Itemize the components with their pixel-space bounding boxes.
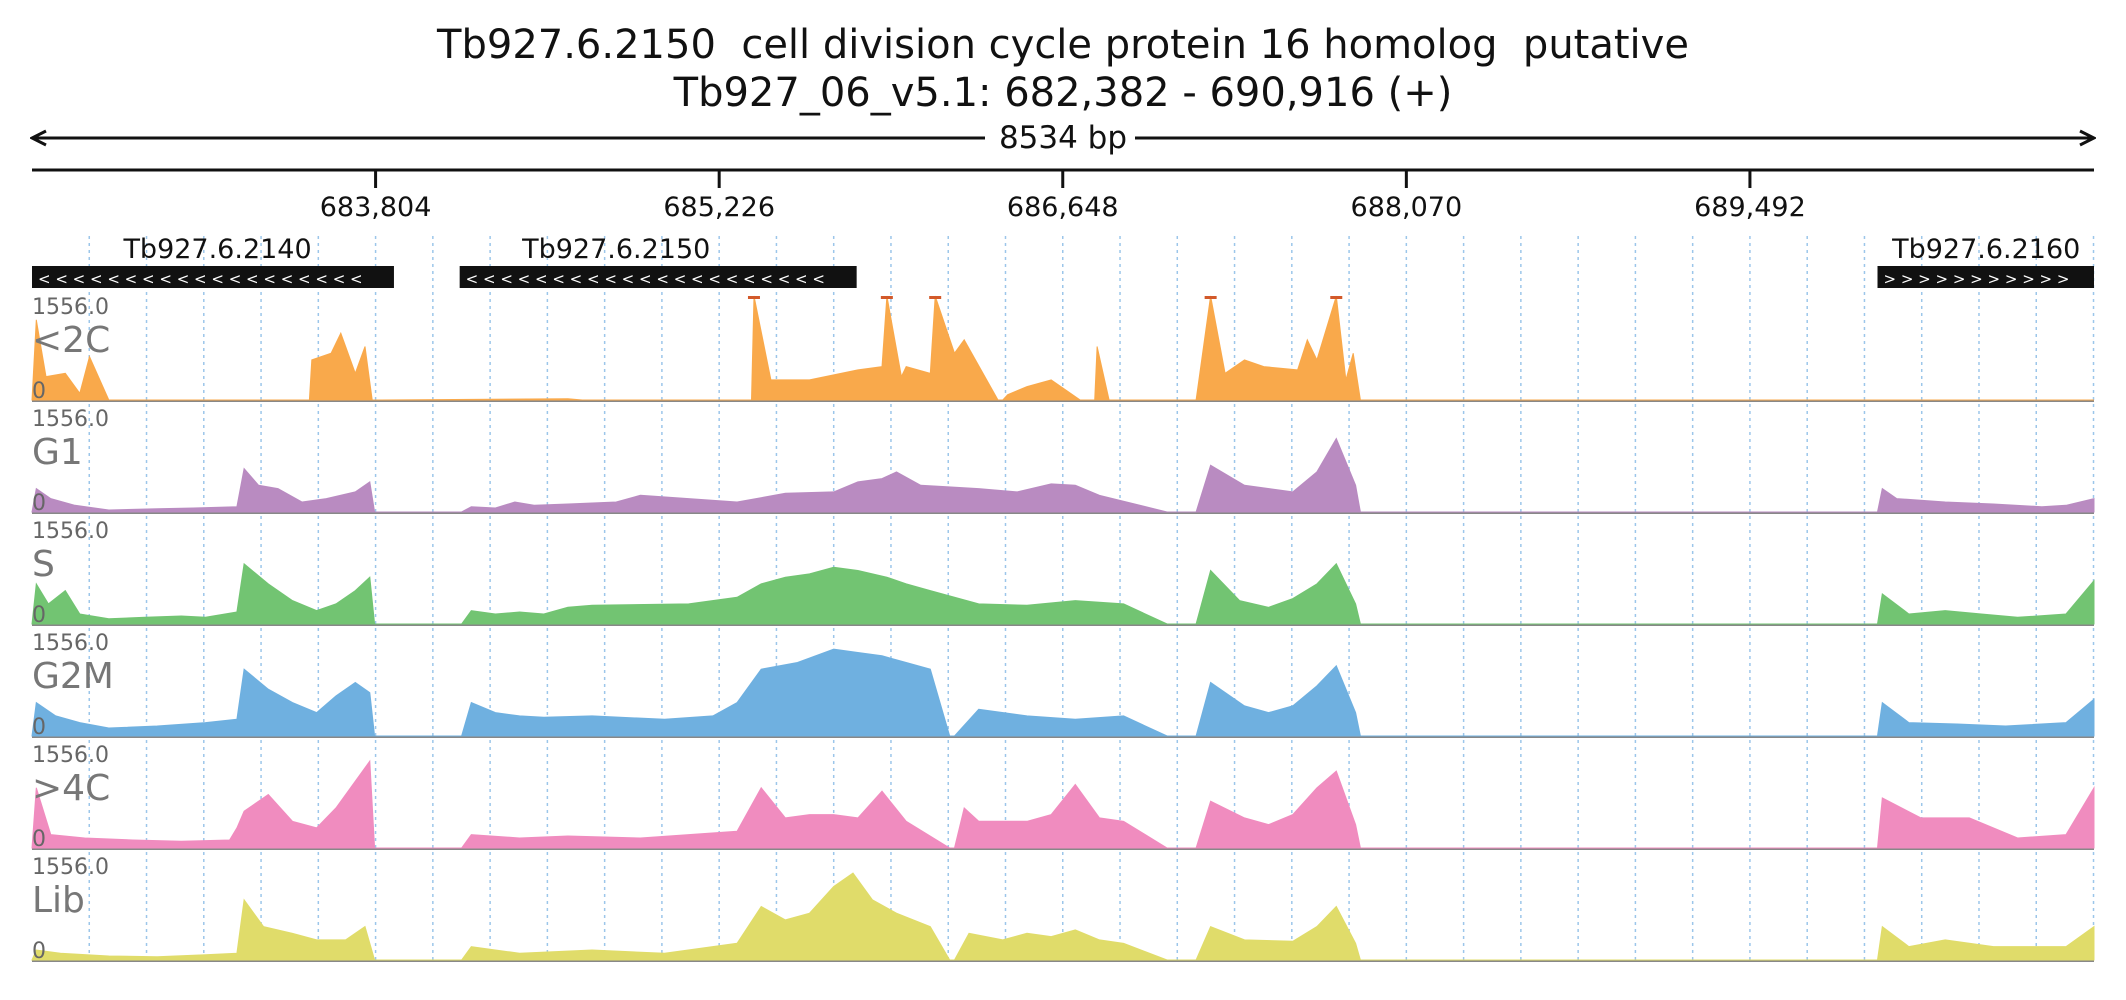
track-ymin-label: 0 <box>32 939 46 964</box>
gene-label: Tb927.6.2160 <box>1891 234 2080 265</box>
gene-bar[interactable] <box>32 266 394 288</box>
track-name: G1 <box>32 432 83 473</box>
grid-lines <box>88 236 2095 962</box>
gene-feature[interactable]: < < < < < < < < < < < < < < < < < < < < … <box>459 234 857 288</box>
clipped-marker <box>880 296 893 299</box>
axis-tick-label: 685,226 <box>663 192 775 223</box>
coverage-area <box>31 437 2095 513</box>
strand-chevrons: < < < < < < < < < < < < < < < < < < < < … <box>466 270 825 288</box>
track-name: G2M <box>32 656 114 697</box>
track-ymin-label: 0 <box>32 715 46 740</box>
track-ymax-label: 1556.0 <box>32 631 109 656</box>
coverage-track: 1556.0 0 Lib <box>31 855 2095 964</box>
axis-tick-label: 688,070 <box>1351 192 1463 223</box>
track-name: Lib <box>32 880 85 921</box>
axis-tick-label: 689,492 <box>1694 192 1806 223</box>
track-ymax-label: 1556.0 <box>32 295 109 320</box>
coverage-area <box>31 872 2095 961</box>
gene-feature[interactable]: < < < < < < < < < < < < < < < < < < < Tb… <box>32 234 394 288</box>
genomic-location: Tb927_06_v5.1: 682,382 - 690,916 (+) <box>673 70 1453 116</box>
track-name: >4C <box>32 768 110 809</box>
coverage-tracks: 1556.00<2C1556.00G11556.00S1556.00G2M155… <box>31 295 2095 964</box>
gene-bar[interactable] <box>459 266 857 288</box>
axis-tick-label: 686,648 <box>1007 192 1119 223</box>
track-ymin-label: 0 <box>32 827 46 852</box>
track-name: <2C <box>32 320 110 361</box>
coverage-area <box>31 759 2095 849</box>
coverage-track: 1556.0 0 >4C <box>31 743 2095 852</box>
track-ymax-label: 1556.0 <box>32 519 109 544</box>
track-ymin-label: 0 <box>32 491 46 516</box>
track-ymin-label: 0 <box>32 379 46 404</box>
coverage-track: 1556.0 0 S <box>31 519 2095 628</box>
clipped-marker <box>929 296 942 299</box>
coverage-area <box>31 562 2095 625</box>
track-ymax-label: 1556.0 <box>32 743 109 768</box>
coordinate-axis: 683,804 685,226 686,648 688,070 689,492 <box>32 168 2094 223</box>
axis-tick-label: 683,804 <box>320 192 432 223</box>
span-label: 8534 bp <box>999 120 1127 156</box>
track-ymin-label: 0 <box>32 603 46 628</box>
strand-chevrons: < < < < < < < < < < < < < < < < < < < <box>38 270 363 288</box>
track-name: S <box>32 544 55 585</box>
track-ymax-label: 1556.0 <box>32 407 109 432</box>
strand-chevrons: > > > > > > > > > > > <box>1884 270 2070 288</box>
coverage-track: 1556.0 0 G1 <box>31 407 2095 516</box>
gene-bar[interactable] <box>1877 266 2094 288</box>
coverage-track: 1556.0 0 <2C <box>31 295 2094 404</box>
coverage-track: 1556.0 0 G2M <box>31 631 2095 740</box>
span-ruler: 8534 bp <box>32 120 2094 156</box>
gene-track: < < < < < < < < < < < < < < < < < < < Tb… <box>32 234 2094 288</box>
clipped-marker <box>1330 296 1343 299</box>
gene-label: Tb927.6.2150 <box>521 234 710 265</box>
chart-title: Tb927.6.2150 cell division cycle protein… <box>437 22 1689 68</box>
clipped-marker <box>1204 296 1217 299</box>
clipped-marker <box>747 296 760 299</box>
coverage-area <box>31 648 2095 737</box>
gene-feature[interactable]: > > > > > > > > > > > Tb927.6.2160 <box>1877 234 2094 288</box>
track-ymax-label: 1556.0 <box>32 855 109 880</box>
gene-label: Tb927.6.2140 <box>122 234 311 265</box>
